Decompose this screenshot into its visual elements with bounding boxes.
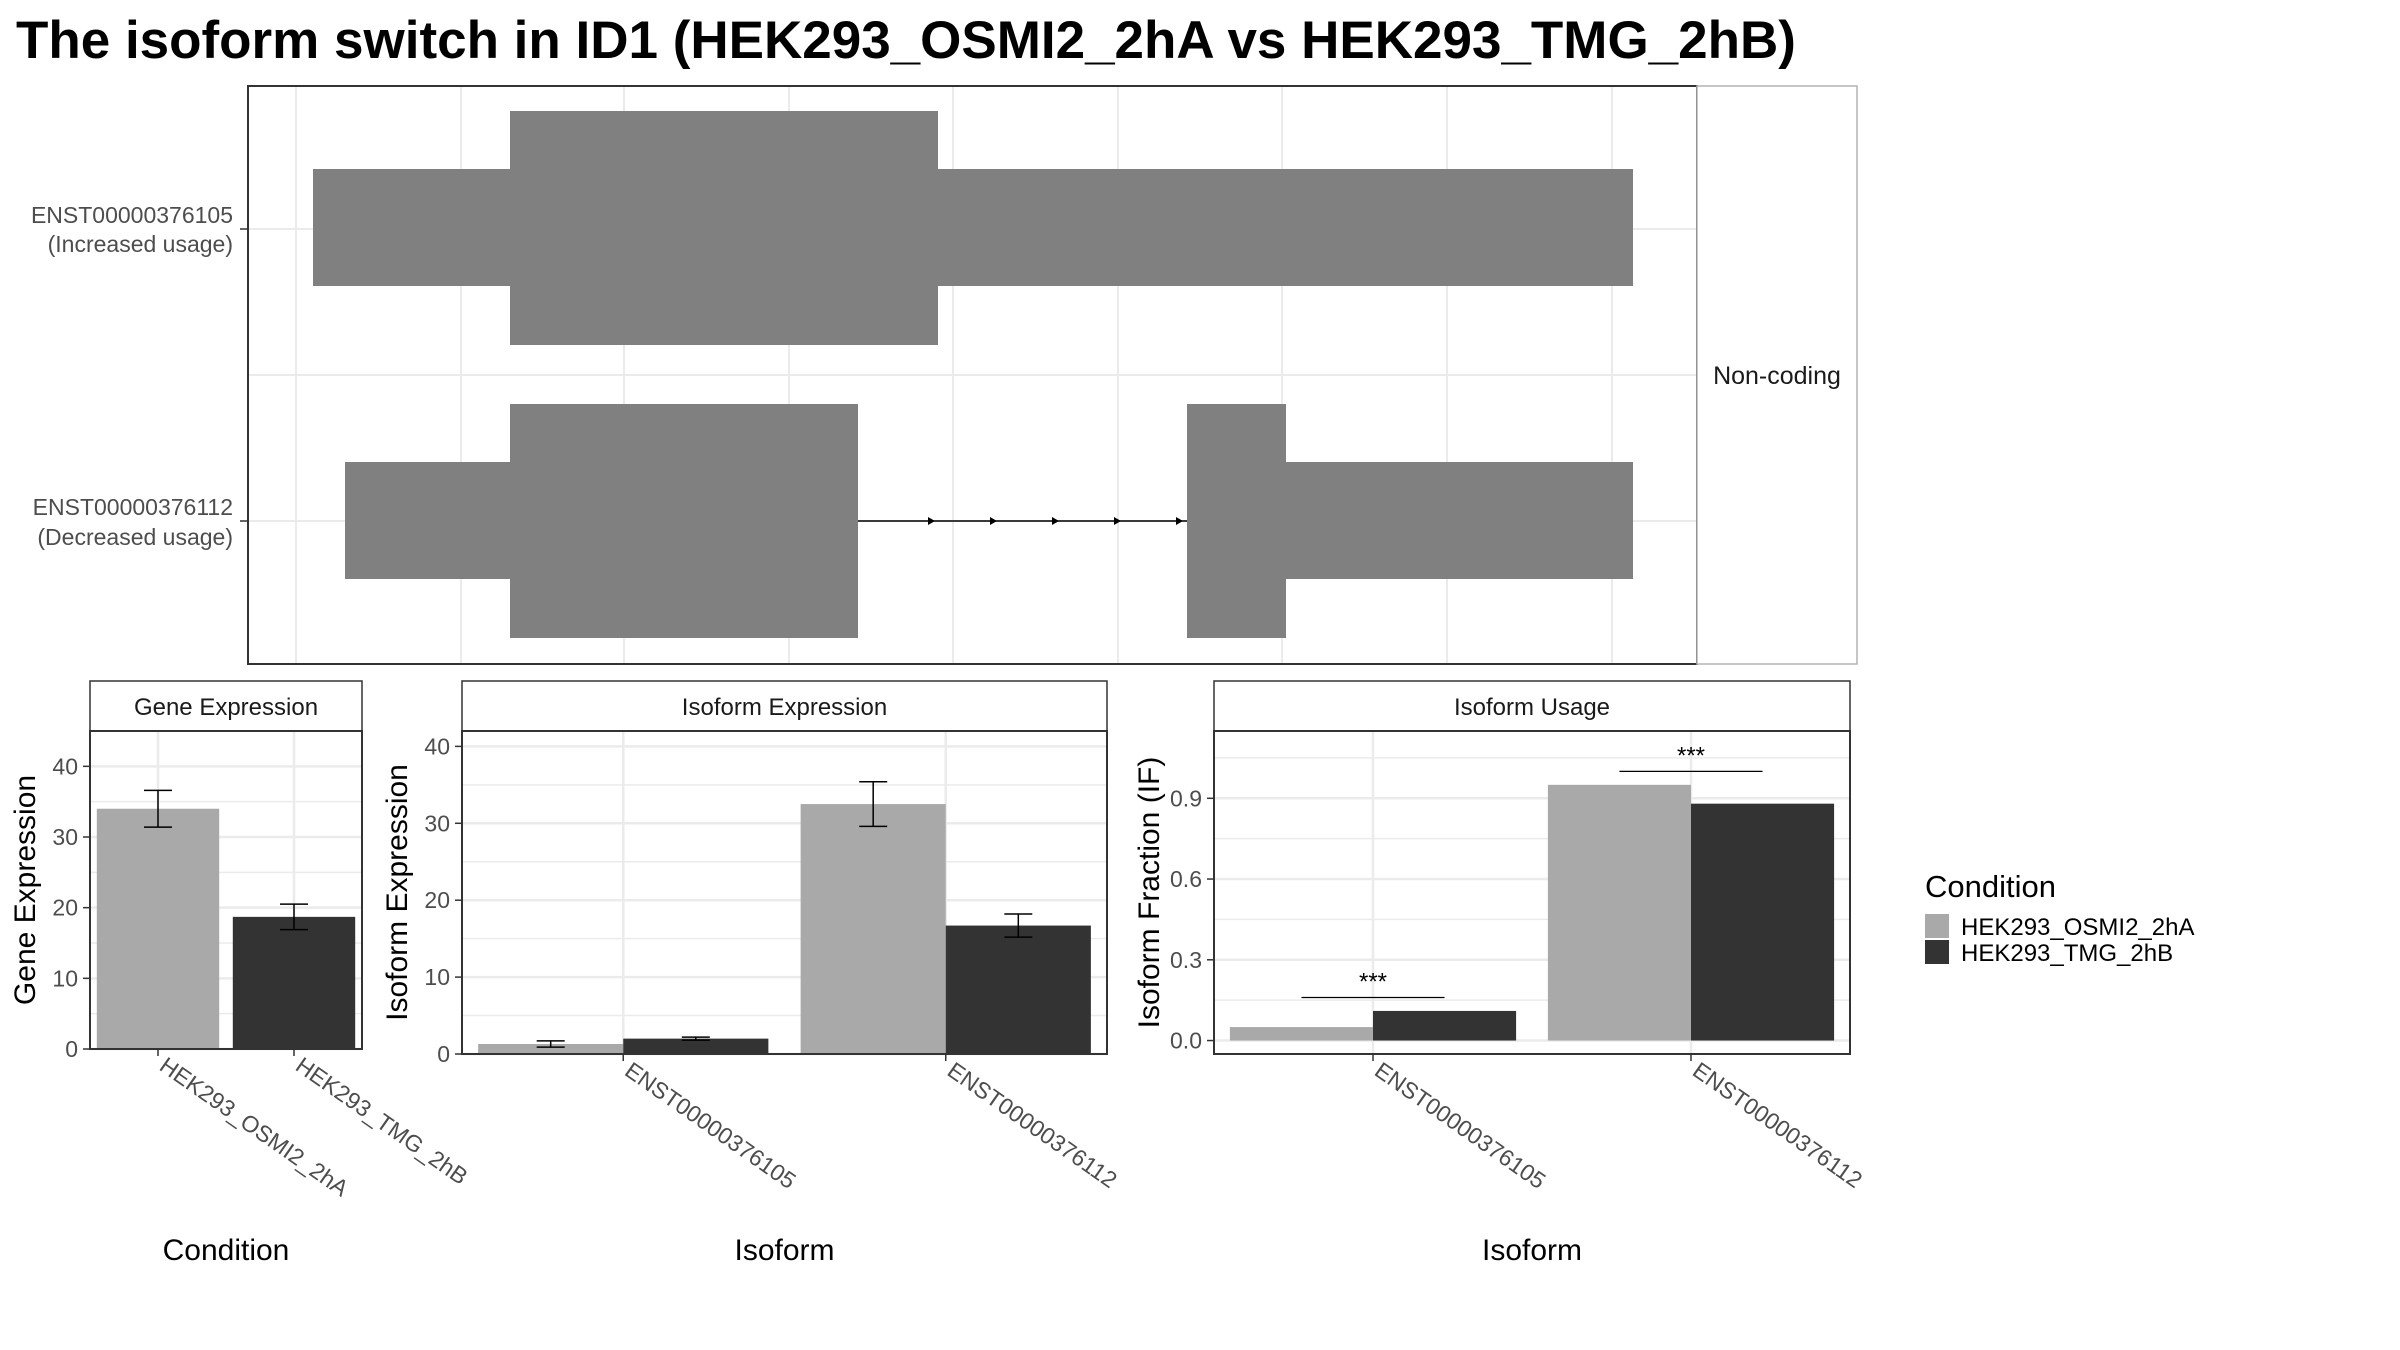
bar (945, 925, 1091, 1054)
exon-utr-5prime-isoform-2 (345, 462, 510, 579)
gene-structure-panel: Non-coding ENST00000376105 (Increased us… (31, 85, 1858, 665)
intron-direction-arrow (1176, 517, 1183, 525)
legend-label-cond2: HEK293_TMG_2hB (1961, 940, 2173, 967)
plot-border (1213, 730, 1851, 1055)
legend-label-cond1: HEK293_OSMI2_2hA (1961, 914, 2194, 941)
intron-direction-arrow (928, 517, 935, 525)
y-tick-label: 0.3 (1170, 947, 1202, 973)
facet-strip-title: Isoform Usage (1454, 694, 1610, 721)
exon-cds-2-isoform-2 (1187, 404, 1286, 638)
intron-arrows (928, 517, 1183, 525)
facet-strip (461, 680, 1108, 732)
y-tick-label: 0 (437, 1041, 450, 1067)
y-tick-label: 0.9 (1170, 785, 1202, 811)
isoform-1-usage-label: (Increased usage) (48, 231, 233, 257)
y-axis-title: Isoform Expression (381, 764, 414, 1021)
x-axis-title: Isoform (734, 1234, 834, 1267)
y-tick-label: 0 (65, 1036, 78, 1062)
exon-utr-3prime-isoform-2 (1286, 462, 1633, 579)
figure-title: The isoform switch in ID1 (HEK293_OSMI2_… (16, 11, 1796, 70)
isoform-2-id-label: ENST00000376112 (33, 494, 233, 520)
exon-utr-3prime-isoform-1 (938, 169, 1633, 286)
x-axis-title: Condition (163, 1234, 290, 1267)
y-tick-label: 20 (424, 887, 450, 913)
x-axis-title: Isoform (1482, 1234, 1582, 1267)
bar (1229, 1027, 1373, 1041)
y-tick-label: 10 (52, 965, 78, 991)
intron-direction-arrow (1052, 517, 1059, 525)
y-tick-label: 0.0 (1170, 1028, 1202, 1054)
plot-border (461, 730, 1108, 1055)
facet-strip-title: Isoform Expression (682, 694, 887, 721)
legend-title: Condition (1925, 869, 2056, 904)
legend-key-cond1 (1925, 914, 1949, 938)
bar (800, 804, 946, 1054)
bar (96, 808, 220, 1049)
bar (1373, 1010, 1517, 1041)
exon-cds-isoform-1 (510, 111, 938, 345)
y-tick-label: 40 (52, 753, 78, 779)
facet-label-noncoding: Non-coding (1713, 362, 1841, 390)
y-tick-label: 30 (52, 824, 78, 850)
bar (1547, 784, 1691, 1041)
y-tick-label: 10 (424, 964, 450, 990)
bar (478, 1044, 624, 1054)
y-tick-label: 0.6 (1170, 866, 1202, 892)
bar (232, 916, 356, 1049)
y-axis-title: Gene Expression (9, 775, 42, 1005)
intron-direction-arrow (1114, 517, 1121, 525)
intron-direction-arrow (990, 517, 997, 525)
bar (623, 1038, 769, 1054)
isoform-1-id-label: ENST00000376105 (31, 202, 233, 228)
facet-strip-right (1696, 85, 1858, 665)
y-axis-title: Isoform Fraction (IF) (1133, 757, 1166, 1029)
significance-label: *** (1359, 968, 1387, 995)
facet-strip-title: Gene Expression (134, 694, 318, 721)
plot-border (89, 730, 363, 1050)
exon-cds-1-isoform-2 (510, 404, 858, 638)
significance-label: *** (1677, 742, 1705, 769)
y-tick-label: 30 (424, 810, 450, 836)
y-tick-label: 40 (424, 733, 450, 759)
facet-strip (1213, 680, 1851, 732)
exon-utr-5prime-isoform-1 (313, 169, 510, 286)
isoform-2-usage-label: (Decreased usage) (37, 524, 233, 550)
legend-key-cond2 (1925, 940, 1949, 964)
bar (1691, 803, 1835, 1041)
y-tick-label: 20 (52, 895, 78, 921)
legend: Condition HEK293_OSMI2_2hA HEK293_TMG_2h… (1925, 869, 2194, 967)
